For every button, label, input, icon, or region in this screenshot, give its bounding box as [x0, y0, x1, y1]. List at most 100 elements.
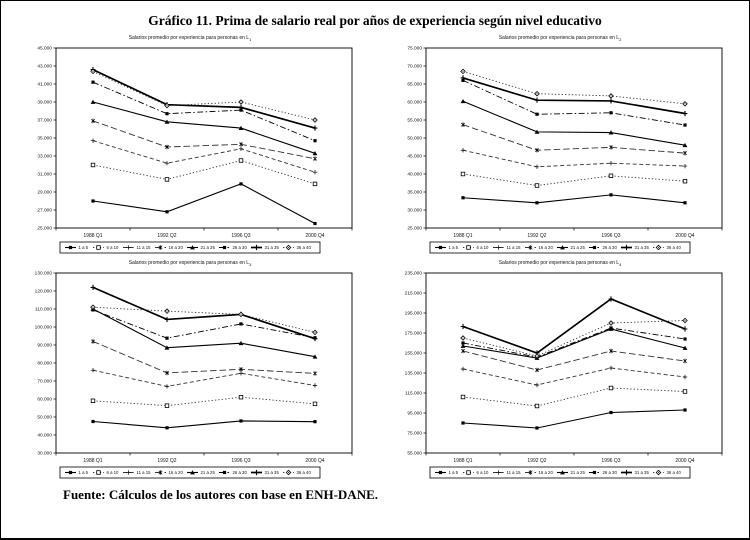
- svg-text:31.000: 31.000: [37, 172, 52, 178]
- svg-text:25.000: 25.000: [407, 226, 422, 232]
- svg-text:120.000: 120.000: [35, 289, 53, 295]
- source-note: Fuente: Cálculos de los autores con base…: [63, 487, 379, 502]
- svg-text:130.000: 130.000: [35, 271, 53, 277]
- svg-text:2000 Q4: 2000 Q4: [675, 233, 694, 239]
- chart-title-2: Salarios promedio por experiencia para p…: [379, 35, 741, 42]
- svg-text:11 a 15: 11 a 15: [507, 245, 522, 250]
- svg-text:36 a 40: 36 a 40: [667, 470, 682, 475]
- svg-text:40.000: 40.000: [37, 433, 52, 439]
- svg-text:21 a 25: 21 a 25: [201, 470, 216, 475]
- svg-text:27.000: 27.000: [37, 208, 52, 214]
- svg-text:215.000: 215.000: [405, 291, 423, 297]
- svg-text:1 a 5: 1 a 5: [449, 245, 459, 250]
- svg-text:16 a 20: 16 a 20: [539, 245, 554, 250]
- svg-text:175.000: 175.000: [405, 331, 423, 337]
- svg-text:235.000: 235.000: [405, 271, 423, 277]
- svg-text:45.000: 45.000: [407, 154, 422, 160]
- svg-text:155.000: 155.000: [405, 351, 423, 357]
- svg-text:60.000: 60.000: [407, 100, 422, 106]
- svg-text:36 a 40: 36 a 40: [297, 470, 312, 475]
- svg-text:39.000: 39.000: [37, 100, 52, 106]
- svg-text:16 a 20: 16 a 20: [169, 470, 184, 475]
- chart-title-2-sub: 2: [619, 37, 622, 42]
- svg-text:1988 Q1: 1988 Q1: [453, 233, 472, 239]
- svg-text:30.000: 30.000: [407, 208, 422, 214]
- svg-text:26 a 30: 26 a 30: [603, 245, 618, 250]
- svg-text:31 a 35: 31 a 35: [265, 245, 280, 250]
- svg-text:21 a 25: 21 a 25: [571, 470, 586, 475]
- svg-text:31 a 35: 31 a 35: [635, 470, 650, 475]
- svg-text:90.000: 90.000: [37, 343, 52, 349]
- svg-text:75.000: 75.000: [407, 431, 422, 437]
- svg-text:25.000: 25.000: [37, 226, 52, 232]
- svg-text:1988 Q1: 1988 Q1: [83, 233, 102, 239]
- svg-text:11 a 15: 11 a 15: [137, 470, 152, 475]
- svg-text:80.000: 80.000: [37, 361, 52, 367]
- chart-panel-1: Salarios promedio por experiencia para p…: [9, 35, 371, 256]
- svg-text:1992 Q2: 1992 Q2: [157, 233, 176, 239]
- svg-text:55.000: 55.000: [407, 118, 422, 124]
- svg-text:29.000: 29.000: [37, 190, 52, 196]
- chart-canvas-4: 55.000 75.000 95.000 115.000 135.000 155.000 1…: [405, 271, 723, 479]
- chart-panel-4: Salarios promedio por experiencia para p…: [379, 260, 741, 481]
- svg-text:50.000: 50.000: [37, 415, 52, 421]
- chart-title-1-text: Salarios promedio por experiencia para p…: [128, 35, 250, 41]
- svg-text:50.000: 50.000: [407, 136, 422, 142]
- svg-text:36 a 40: 36 a 40: [667, 245, 682, 250]
- svg-text:1988 Q1: 1988 Q1: [83, 458, 102, 464]
- svg-text:36 a 40: 36 a 40: [297, 245, 312, 250]
- svg-text:1992 Q2: 1992 Q2: [527, 458, 546, 464]
- chart-title-1-sub: 1: [249, 37, 252, 42]
- svg-text:31 a 35: 31 a 35: [265, 470, 280, 475]
- svg-text:11 a 15: 11 a 15: [507, 470, 522, 475]
- chart-canvas-1: 25.000 27.000 29.000 31.000 33.000 35.000 37.0…: [37, 46, 353, 254]
- chart-title-4-text: Salarios promedio por experiencia para p…: [498, 260, 620, 266]
- svg-text:2000 Q4: 2000 Q4: [305, 458, 324, 464]
- svg-text:35.000: 35.000: [407, 190, 422, 196]
- svg-text:1988 Q1: 1988 Q1: [453, 458, 472, 464]
- svg-text:195.000: 195.000: [405, 311, 423, 317]
- svg-text:26 a 30: 26 a 30: [603, 470, 618, 475]
- svg-text:60.000: 60.000: [37, 397, 52, 403]
- svg-text:1 a 5: 1 a 5: [449, 470, 459, 475]
- chart-title-3-text: Salarios promedio por experiencia para p…: [128, 260, 250, 266]
- chart-title-4: Salarios promedio por experiencia para p…: [379, 260, 741, 267]
- chart-title-1: Salarios promedio por experiencia para p…: [9, 35, 371, 42]
- svg-text:1996 Q3: 1996 Q3: [231, 233, 250, 239]
- svg-text:65.000: 65.000: [407, 82, 422, 88]
- svg-text:16 a 20: 16 a 20: [169, 245, 184, 250]
- svg-text:16 a 20: 16 a 20: [539, 470, 554, 475]
- chart-grid: Salarios promedio por experiencia para p…: [1, 35, 749, 481]
- chart-title-3-sub: 3: [249, 262, 252, 267]
- svg-text:2000 Q4: 2000 Q4: [305, 233, 324, 239]
- svg-text:30.000: 30.000: [37, 451, 52, 457]
- svg-text:33.000: 33.000: [37, 154, 52, 160]
- svg-text:1996 Q3: 1996 Q3: [601, 458, 620, 464]
- svg-text:21 a 25: 21 a 25: [571, 245, 586, 250]
- chart-panel-3: Salarios promedio por experiencia para p…: [9, 260, 371, 481]
- svg-text:37.000: 37.000: [37, 118, 52, 124]
- svg-text:41.000: 41.000: [37, 82, 52, 88]
- chart-title-4-sub: 4: [619, 262, 622, 267]
- svg-text:100.000: 100.000: [35, 325, 53, 331]
- svg-text:26 a 30: 26 a 30: [233, 470, 248, 475]
- svg-text:43.000: 43.000: [37, 64, 52, 70]
- chart-canvas-3: 30.000 40.000 50.000 60.000 70.000 80.000 90.0…: [35, 271, 353, 479]
- svg-text:21 a 25: 21 a 25: [201, 245, 216, 250]
- svg-text:40.000: 40.000: [407, 172, 422, 178]
- svg-text:6 a 10: 6 a 10: [477, 245, 490, 250]
- svg-text:110.000: 110.000: [35, 307, 52, 313]
- svg-text:1992 Q2: 1992 Q2: [157, 458, 176, 464]
- svg-text:6 a 10: 6 a 10: [107, 245, 120, 250]
- svg-text:1992 Q2: 1992 Q2: [527, 233, 546, 239]
- svg-text:1996 Q3: 1996 Q3: [231, 458, 250, 464]
- svg-text:135.000: 135.000: [405, 371, 423, 377]
- svg-text:115.000: 115.000: [405, 391, 422, 397]
- svg-text:2000 Q4: 2000 Q4: [675, 458, 694, 464]
- svg-text:1996 Q3: 1996 Q3: [601, 233, 620, 239]
- svg-text:1 a 5: 1 a 5: [79, 245, 89, 250]
- svg-text:95.000: 95.000: [407, 411, 422, 417]
- svg-text:45.000: 45.000: [37, 46, 52, 52]
- svg-text:11 a 15: 11 a 15: [137, 245, 152, 250]
